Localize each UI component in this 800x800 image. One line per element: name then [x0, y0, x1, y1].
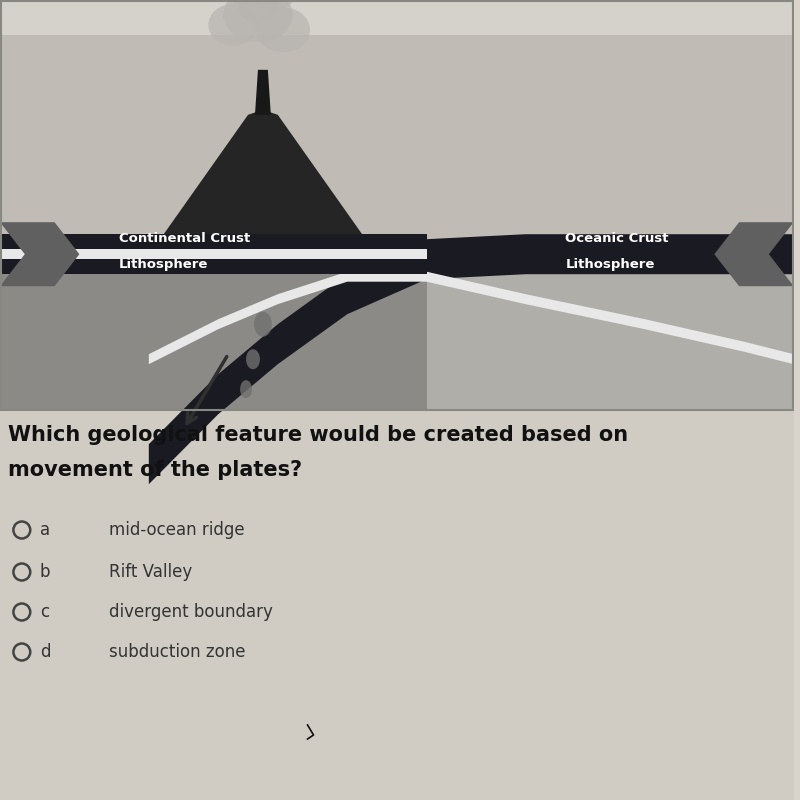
Polygon shape [255, 70, 271, 114]
Polygon shape [714, 222, 794, 286]
Text: b: b [40, 563, 50, 581]
Text: Continental Crust: Continental Crust [119, 232, 250, 245]
Text: d: d [40, 643, 50, 661]
Bar [0, 254, 794, 410]
Polygon shape [0, 250, 426, 259]
Text: c: c [40, 603, 49, 621]
Polygon shape [0, 222, 79, 286]
Bar [0, 0, 794, 254]
Text: a: a [40, 521, 50, 539]
Text: Lithosphere: Lithosphere [119, 258, 209, 271]
Ellipse shape [246, 349, 260, 370]
Text: subduction zone: subduction zone [109, 643, 246, 661]
Bar [0, 0, 794, 35]
Polygon shape [164, 110, 362, 234]
Text: Oceanic Crust: Oceanic Crust [566, 232, 669, 245]
Text: Which geological feature would be created based on: Which geological feature would be create… [8, 425, 628, 445]
Ellipse shape [248, 0, 298, 10]
Ellipse shape [240, 380, 252, 398]
Text: divergent boundary: divergent boundary [109, 603, 273, 621]
Ellipse shape [221, 0, 275, 6]
Ellipse shape [255, 7, 310, 52]
Bar [426, 274, 794, 410]
Bar [1, 1, 793, 410]
Text: Lithosphere: Lithosphere [566, 258, 655, 271]
Bar [0, 410, 794, 800]
Polygon shape [0, 234, 426, 274]
Polygon shape [149, 234, 794, 484]
Ellipse shape [208, 4, 258, 46]
Text: mid-ocean ridge: mid-ocean ridge [109, 521, 245, 539]
Ellipse shape [254, 312, 272, 337]
Text: Rift Valley: Rift Valley [109, 563, 192, 581]
Ellipse shape [223, 0, 293, 42]
Ellipse shape [238, 0, 278, 22]
Text: movement of the plates?: movement of the plates? [8, 460, 302, 480]
Polygon shape [149, 272, 794, 364]
